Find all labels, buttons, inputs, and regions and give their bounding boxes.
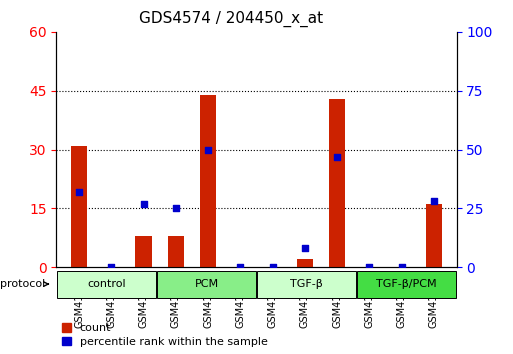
Legend: count, percentile rank within the sample: count, percentile rank within the sample: [62, 323, 268, 347]
Text: TGF-β/PCM: TGF-β/PCM: [376, 279, 437, 289]
Text: PCM: PCM: [194, 279, 219, 289]
Text: control: control: [87, 279, 126, 289]
Bar: [426, 205, 442, 267]
Bar: [135, 236, 152, 267]
Point: [204, 147, 212, 152]
Point: [430, 199, 438, 204]
Bar: [168, 236, 184, 267]
Point: [365, 264, 373, 270]
Point: [398, 264, 406, 270]
FancyBboxPatch shape: [357, 270, 456, 298]
Point: [172, 206, 180, 211]
FancyBboxPatch shape: [57, 270, 156, 298]
FancyBboxPatch shape: [157, 270, 256, 298]
Bar: [71, 145, 87, 267]
Bar: [200, 95, 216, 267]
Text: protocol: protocol: [0, 279, 48, 289]
Point: [301, 246, 309, 251]
Point: [75, 189, 83, 195]
Point: [333, 154, 341, 159]
Point: [236, 264, 245, 270]
FancyBboxPatch shape: [257, 270, 356, 298]
Text: GDS4574 / 204450_x_at: GDS4574 / 204450_x_at: [139, 11, 323, 27]
Bar: [297, 259, 313, 267]
Text: TGF-β: TGF-β: [290, 279, 323, 289]
Point: [140, 201, 148, 206]
Point: [107, 264, 115, 270]
Point: [268, 264, 277, 270]
Bar: [329, 98, 345, 267]
